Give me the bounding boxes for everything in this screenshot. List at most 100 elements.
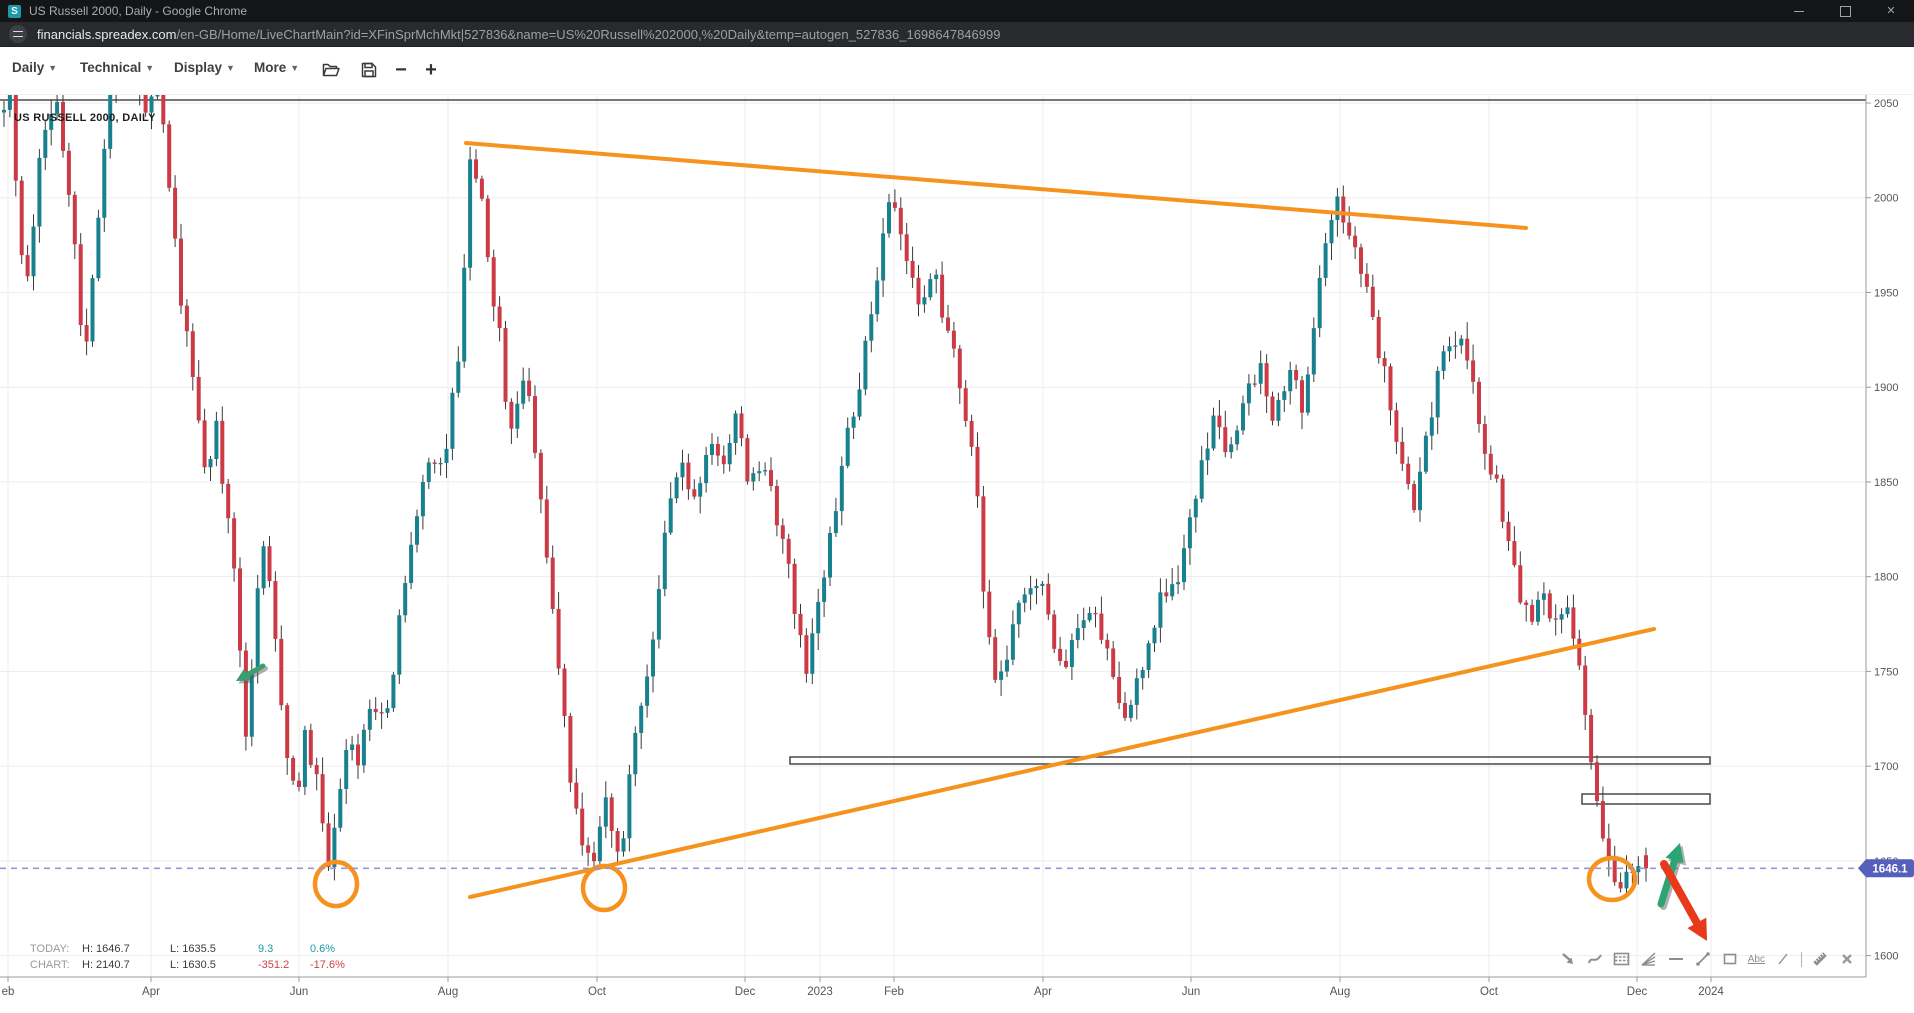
svg-text:Dec: Dec	[735, 986, 756, 998]
chart-toolbar: Daily ▼ Technical ▼ Display ▼ More ▼ − +	[0, 47, 1914, 95]
support-zone-1700[interactable]	[789, 756, 1711, 765]
stats-row-today: TODAY: H: 1646.7 L: 1635.5 9.3 0.6%	[30, 941, 366, 957]
support-zones[interactable]	[789, 756, 1711, 805]
rectangle-icon	[1723, 953, 1737, 965]
price-stats-panel: TODAY: H: 1646.7 L: 1635.5 9.3 0.6% CHART: H:…	[30, 941, 366, 973]
low-circle-jun-2022[interactable]	[312, 859, 360, 909]
trendline-icon	[1695, 952, 1710, 966]
menu-daily[interactable]: Daily ▼	[12, 60, 58, 75]
grid-tool[interactable]	[1613, 950, 1631, 968]
low-circle-oct-2023[interactable]	[1586, 855, 1638, 903]
grid-icon	[1613, 952, 1630, 966]
svg-text:Jun: Jun	[290, 986, 309, 998]
line-tool[interactable]	[1774, 950, 1792, 968]
svg-text:2050: 2050	[1874, 98, 1898, 110]
zoom-out-button[interactable]: −	[390, 57, 412, 83]
menu-technical[interactable]: Technical ▼	[80, 60, 155, 75]
svg-text:2024: 2024	[1698, 986, 1724, 998]
svg-text:1950: 1950	[1874, 287, 1898, 299]
chevron-down-icon: ▼	[290, 63, 300, 73]
pointer-arrow-tool[interactable]	[1559, 950, 1577, 968]
price-axis-labels: 2050200019501900185018001750170016501600	[1866, 98, 1898, 963]
url-path: /en-GB/Home/LiveChartMain?id=XFinSprMchM…	[176, 26, 1001, 42]
close-icon: ✕	[1886, 4, 1896, 17]
folder-open-icon	[322, 63, 340, 77]
minimize-button[interactable]	[1776, 0, 1822, 22]
stats-row-chart: CHART: H: 2140.7 L: 1630.5 -351.2 -17.6%	[30, 957, 366, 973]
chevron-down-icon: ▼	[145, 63, 155, 73]
save-chart-button[interactable]	[358, 57, 380, 83]
tune-icon	[13, 30, 23, 38]
rectangle-tool[interactable]	[1721, 950, 1739, 968]
curve-tool[interactable]	[1586, 950, 1604, 968]
spreadex-favicon: S	[8, 4, 21, 18]
svg-text:2000: 2000	[1874, 193, 1898, 205]
green-arrow-up[interactable]	[1657, 843, 1687, 910]
svg-text:1850: 1850	[1874, 477, 1898, 489]
chart-change: -351.2	[258, 959, 290, 971]
close-x-icon	[1842, 954, 1852, 964]
text-tool[interactable]: Abc	[1748, 950, 1765, 968]
svg-text:2023: 2023	[807, 986, 833, 998]
last-price-badge: 1646.1	[1858, 859, 1914, 878]
open-chart-button[interactable]	[320, 57, 342, 83]
svg-text:Dec: Dec	[1627, 986, 1648, 998]
svg-text:1900: 1900	[1874, 382, 1898, 394]
minus-icon: −	[395, 59, 407, 81]
low-circle-oct-2022[interactable]	[580, 863, 628, 913]
today-change-pct: 0.6%	[310, 943, 336, 955]
svg-text:Feb: Feb	[884, 986, 904, 998]
menu-more[interactable]: More ▼	[254, 60, 300, 75]
delete-drawing-tool[interactable]	[1838, 950, 1856, 968]
line-icon	[1778, 953, 1788, 965]
svg-text:Oct: Oct	[588, 986, 607, 998]
window-title-bar: S US Russell 2000, Daily - Google Chrome	[0, 0, 1914, 22]
toolbar-separator	[1801, 951, 1802, 967]
maximize-button[interactable]	[1822, 0, 1868, 22]
fan-lines-tool[interactable]	[1640, 950, 1658, 968]
chevron-down-icon: ▼	[226, 63, 235, 73]
svg-text:1646.1: 1646.1	[1872, 863, 1908, 875]
support-zone-1680[interactable]	[1581, 793, 1711, 805]
minimize-icon	[1794, 10, 1804, 12]
svg-text:1800: 1800	[1874, 572, 1898, 584]
upper-trendline[interactable]	[464, 141, 1528, 230]
curve-icon	[1587, 954, 1602, 964]
text-tool-label: Abc	[1747, 953, 1765, 965]
plus-icon: +	[425, 59, 437, 81]
url-domain: financials.spreadex.com	[37, 26, 177, 42]
site-info-button[interactable]	[9, 25, 27, 43]
pointer-arrow-icon	[1561, 953, 1573, 964]
svg-text:1600: 1600	[1874, 951, 1898, 963]
maximize-icon	[1839, 5, 1851, 17]
lower-trendline[interactable]	[468, 627, 1656, 899]
svg-text:1750: 1750	[1874, 666, 1898, 678]
close-button[interactable]: ✕	[1868, 0, 1914, 22]
svg-text:Aug: Aug	[1330, 986, 1350, 998]
address-text[interactable]: financials.spreadex.com/en-GB/Home/LiveC…	[37, 27, 1000, 42]
trendline-tool[interactable]	[1694, 950, 1712, 968]
horizontal-line-tool[interactable]	[1667, 950, 1685, 968]
svg-text:Oct: Oct	[1480, 986, 1499, 998]
ruler-tool[interactable]	[1811, 950, 1829, 968]
menu-display[interactable]: Display ▼	[174, 60, 235, 75]
zoom-in-button[interactable]: +	[420, 57, 442, 83]
red-arrow-down[interactable]	[1660, 860, 1707, 941]
time-axis-labels: eb Apr Jun Aug Oct Dec 2023 Feb Apr Jun Aug Oct Dec 2…	[2, 977, 1724, 998]
save-icon	[361, 62, 377, 78]
axes	[0, 82, 1867, 978]
drawing-toolbar: Abc	[1559, 950, 1856, 968]
svg-text:Aug: Aug	[438, 986, 458, 998]
today-high: H: 1646.7	[82, 943, 130, 955]
green-arrow-small[interactable]	[236, 663, 268, 684]
chart-high: H: 2140.7	[82, 959, 130, 971]
svg-text:eb: eb	[2, 986, 15, 998]
today-low: L: 1635.5	[170, 943, 216, 955]
chart-symbol-label: US RUSSELL 2000, DAILY	[14, 112, 156, 124]
url-bar: financials.spreadex.com/en-GB/Home/LiveC…	[0, 22, 1914, 47]
horizontal-line-icon	[1668, 958, 1683, 960]
svg-text:Apr: Apr	[1034, 986, 1052, 998]
gridlines	[0, 82, 1866, 977]
svg-text:Apr: Apr	[142, 986, 160, 998]
